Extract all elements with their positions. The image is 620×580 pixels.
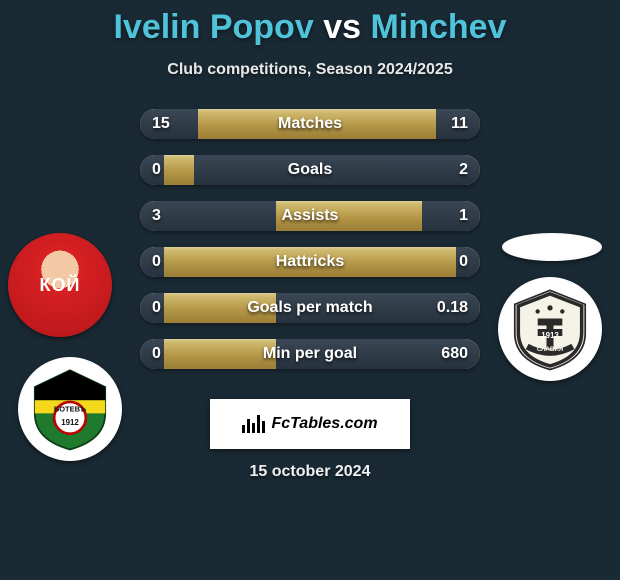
bar-value-left: 3 — [152, 207, 161, 225]
bar-value-right: 680 — [441, 345, 468, 363]
player1-avatar-text: КОЙ — [40, 275, 81, 296]
stat-bar-assists: Assists3 1 — [140, 201, 480, 231]
bar-value-left: 0 — [152, 161, 161, 179]
footer-date: 15 october 2024 — [0, 463, 620, 481]
club-botev-badge: БОТЕВЪ 1912 — [18, 357, 122, 461]
player2-name: Minchev — [370, 8, 506, 46]
club-slavia-badge: 1913 СЛАВИЯ — [498, 277, 602, 381]
club-left-year: 1912 — [61, 418, 79, 427]
subtitle: Club competitions, Season 2024/2025 — [0, 61, 620, 79]
bar-label: Min per goal — [140, 345, 480, 363]
stat-bar-goals-per-match: Goals per match0 0.18 — [140, 293, 480, 323]
bar-value-right: 1 — [459, 207, 468, 225]
bar-value-right: 0.18 — [437, 299, 468, 317]
player1-avatar: КОЙ — [8, 233, 112, 337]
fctables-badge[interactable]: FcTables.com — [210, 399, 410, 449]
fctables-logo-icon — [242, 415, 265, 433]
club-right-label: СЛАВИЯ — [537, 346, 564, 353]
player2-placeholder — [502, 233, 602, 261]
stat-bar-goals: Goals0 2 — [140, 155, 480, 185]
bar-value-left: 0 — [152, 253, 161, 271]
bar-value-left: 0 — [152, 345, 161, 363]
stat-bar-hattricks: Hattricks0 0 — [140, 247, 480, 277]
stat-bars: Matches1511Goals02Assists31Hattricks00Go… — [140, 109, 480, 385]
stat-bar-matches: Matches15 11 — [140, 109, 480, 139]
comparison-content: КОЙ БОТЕВЪ 1912 1913 СЛАВИЯ Matches1511G… — [0, 109, 620, 389]
player1-name: Ivelin Popov — [113, 8, 313, 46]
club-right-year: 1913 — [541, 331, 559, 340]
bar-label: Hattricks — [140, 253, 480, 271]
bar-label: Goals per match — [140, 299, 480, 317]
vs-text: vs — [323, 8, 361, 46]
stat-bar-min-per-goal: Min per goal0 680 — [140, 339, 480, 369]
comparison-title: Ivelin Popov vs Minchev — [0, 0, 620, 47]
bar-value-right: 11 — [451, 115, 468, 133]
bar-label: Assists — [140, 207, 480, 225]
bar-value-right: 2 — [459, 161, 468, 179]
bar-label: Goals — [140, 161, 480, 179]
club-left-label: БОТЕВЪ — [54, 405, 87, 414]
bar-value-right: 0 — [459, 253, 468, 271]
bar-label: Matches — [140, 115, 480, 133]
bar-value-left: 15 — [152, 115, 170, 133]
fctables-brand-text: FcTables.com — [271, 415, 377, 433]
bar-value-left: 0 — [152, 299, 161, 317]
